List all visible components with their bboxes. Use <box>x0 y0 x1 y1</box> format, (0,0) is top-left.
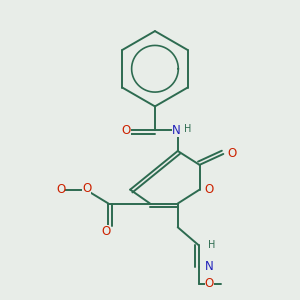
Text: H: H <box>184 124 191 134</box>
Text: O: O <box>205 277 214 290</box>
Text: O: O <box>122 124 131 137</box>
Text: O: O <box>56 183 65 196</box>
Text: O: O <box>102 225 111 238</box>
Text: N: N <box>205 260 214 273</box>
Text: N: N <box>172 124 181 137</box>
Text: O: O <box>205 183 214 196</box>
Text: O: O <box>82 182 91 195</box>
Text: H: H <box>208 240 215 250</box>
Text: O: O <box>228 148 237 160</box>
